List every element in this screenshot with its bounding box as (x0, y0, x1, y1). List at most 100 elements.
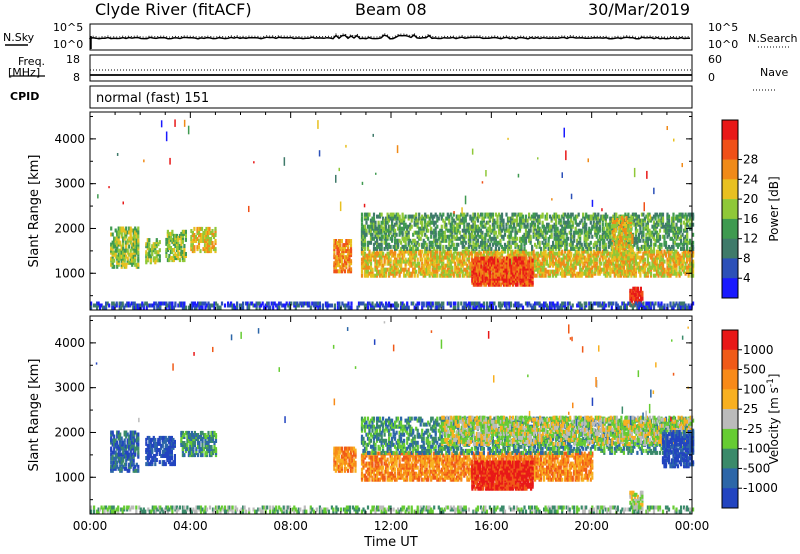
heatmap-cell (452, 218, 455, 223)
heatmap-cell (135, 244, 138, 249)
heatmap-cell (660, 261, 663, 266)
heatmap-cell (669, 261, 672, 266)
heatmap-cell (443, 224, 446, 229)
heatmap-cell (692, 232, 695, 237)
heatmap-cell (166, 258, 169, 263)
heatmap-cell (168, 244, 171, 248)
heatmap-cell (458, 267, 461, 272)
heatmap-cell (672, 238, 675, 243)
heatmap-cell (129, 232, 132, 237)
heatmap-cell (398, 238, 401, 243)
heatmap-cell (407, 249, 410, 254)
heatmap-cell (389, 236, 392, 241)
heatmap-cell (498, 262, 501, 267)
heatmap-cell (457, 228, 460, 233)
heatmap-cell (206, 247, 210, 252)
heatmap-cell (531, 280, 534, 285)
heatmap-cell (673, 216, 677, 221)
heatmap-cell (667, 263, 671, 268)
heatmap-cell (461, 216, 464, 221)
heatmap-cell (196, 229, 199, 233)
heatmap-cell (540, 261, 543, 266)
freq-tick-low-left: 8 (73, 71, 80, 84)
heatmap-cell (460, 259, 463, 264)
heatmap-cell (403, 249, 406, 254)
heatmap-cell (469, 261, 472, 266)
heatmap-cell (392, 228, 395, 233)
heatmap-cell (404, 267, 407, 272)
heatmap-cell (440, 232, 443, 237)
heatmap-cell (535, 232, 538, 237)
heatmap-cell (412, 244, 415, 249)
heatmap-cell (110, 226, 113, 231)
heatmap-cell (475, 224, 478, 229)
heatmap-cell (196, 245, 199, 250)
heatmap-cell (613, 263, 616, 268)
heatmap-cell (474, 256, 477, 261)
heatmap-cell (517, 249, 520, 254)
heatmap-cell (607, 257, 610, 262)
heatmap-cell (205, 231, 208, 235)
heatmap-cell (360, 261, 364, 266)
heatmap-cell (379, 224, 382, 229)
heatmap-cell (374, 246, 377, 251)
heatmap-cell (360, 249, 364, 254)
heatmap-cell (496, 249, 499, 254)
heatmap-cell (175, 237, 178, 242)
heatmap-cell (214, 247, 217, 252)
heatmap-cell (481, 244, 484, 249)
heatmap-cell (146, 238, 149, 243)
heatmap-cell (546, 222, 549, 227)
heatmap-cell (407, 230, 410, 235)
heatmap-cell (183, 252, 186, 256)
heatmap-cell (371, 251, 374, 256)
heatmap-cell (631, 265, 634, 270)
heatmap-cell (425, 214, 428, 219)
heatmap-cell (500, 244, 504, 249)
heatmap-cell (652, 220, 656, 225)
heatmap-cell (463, 244, 466, 249)
heatmap-cell (531, 214, 534, 219)
heatmap-cell (128, 236, 131, 241)
heatmap-cell (464, 267, 467, 272)
heatmap-cell (397, 238, 400, 243)
heatmap-cell (579, 244, 582, 249)
heatmap-cell (481, 266, 484, 271)
heatmap-cell (165, 237, 168, 242)
heatmap-cell (511, 220, 514, 225)
heatmap-cell (388, 261, 391, 266)
heatmap-cell (388, 267, 391, 272)
heatmap-cell (110, 262, 113, 267)
heatmap-cell (582, 246, 585, 251)
heatmap-cell (520, 249, 523, 254)
heatmap-cell (365, 261, 368, 266)
heatmap-cell (613, 267, 616, 272)
heatmap-cell (499, 258, 503, 263)
heatmap-cell (592, 261, 595, 266)
heatmap-cell (556, 244, 559, 249)
heatmap-cell (421, 220, 424, 225)
heatmap-cell (388, 224, 391, 229)
heatmap-cell (389, 249, 392, 254)
heatmap-cell (561, 261, 564, 266)
heatmap-cell (652, 267, 656, 272)
heatmap-cell (589, 240, 592, 245)
heatmap-cell (652, 214, 656, 219)
heatmap-cell (505, 212, 508, 217)
heatmap-cell (570, 218, 573, 223)
heatmap-cell (145, 252, 148, 257)
heatmap-cell (460, 240, 463, 245)
heatmap-cell (362, 263, 365, 268)
heatmap-cell (686, 249, 689, 254)
heatmap-cell (376, 261, 379, 266)
heatmap-cell (445, 244, 448, 249)
heatmap-cell (421, 242, 424, 247)
heatmap-cell (652, 249, 656, 254)
heatmap-cell (683, 265, 686, 270)
heatmap-cell (360, 257, 364, 262)
heatmap-cell (573, 230, 576, 235)
heatmap-cell (633, 236, 636, 241)
heatmap-cell (564, 230, 567, 235)
heatmap-cell (634, 257, 637, 262)
heatmap-cell (110, 248, 113, 253)
